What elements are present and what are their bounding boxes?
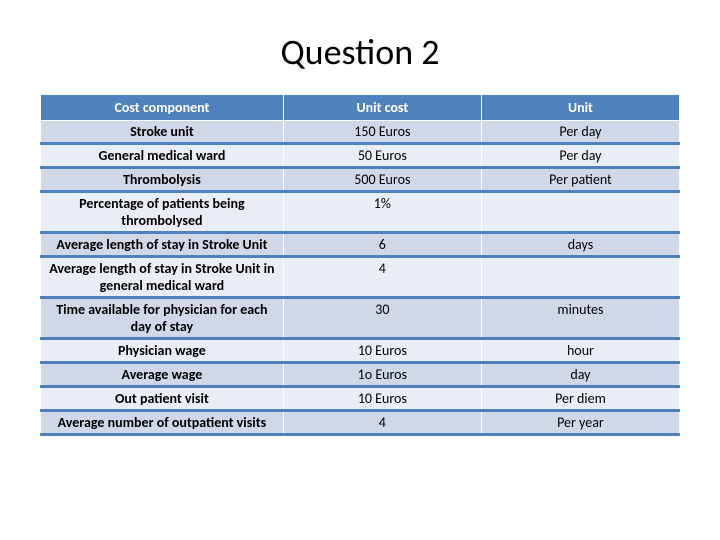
table-row: Percentage of patients being thrombolyse… — [41, 192, 680, 233]
cell-label: Thrombolysis — [41, 168, 284, 192]
cell-cost: 500 Euros — [283, 168, 481, 192]
table-row: Average length of stay in Stroke Unit 6 … — [41, 233, 680, 257]
page-title: Question 2 — [40, 30, 680, 74]
cell-cost: 10 Euros — [283, 387, 481, 411]
cell-label: Out patient visit — [41, 387, 284, 411]
table-row: Average length of stay in Stroke Unit in… — [41, 257, 680, 298]
header-unit-cost: Unit cost — [283, 95, 481, 121]
cell-unit — [481, 192, 679, 233]
cell-unit: Per patient — [481, 168, 679, 192]
cell-label: Average wage — [41, 363, 284, 387]
cell-label: Time available for physician for each da… — [41, 298, 284, 339]
cost-table: Cost component Unit cost Unit Stroke uni… — [40, 94, 680, 436]
cell-cost: 10 Euros — [283, 339, 481, 363]
table-body: Stroke unit 150 Euros Per day General me… — [41, 121, 680, 435]
cell-label: Percentage of patients being thrombolyse… — [41, 192, 284, 233]
cell-label: Stroke unit — [41, 121, 284, 144]
cell-unit: Per diem — [481, 387, 679, 411]
table-row: Out patient visit 10 Euros Per diem — [41, 387, 680, 411]
table-row: Stroke unit 150 Euros Per day — [41, 121, 680, 144]
cell-label: Average number of outpatient visits — [41, 411, 284, 435]
cell-cost: 1% — [283, 192, 481, 233]
cell-label: General medical ward — [41, 144, 284, 168]
cell-label: Physician wage — [41, 339, 284, 363]
table-row: Time available for physician for each da… — [41, 298, 680, 339]
table-row: Physician wage 10 Euros hour — [41, 339, 680, 363]
cell-unit: hour — [481, 339, 679, 363]
cell-cost: 1o Euros — [283, 363, 481, 387]
table-row: Average number of outpatient visits 4 Pe… — [41, 411, 680, 435]
table-row: General medical ward 50 Euros Per day — [41, 144, 680, 168]
cell-cost: 4 — [283, 257, 481, 298]
cell-cost: 6 — [283, 233, 481, 257]
cell-cost: 4 — [283, 411, 481, 435]
cell-cost: 50 Euros — [283, 144, 481, 168]
cell-unit: Per year — [481, 411, 679, 435]
cell-cost: 150 Euros — [283, 121, 481, 144]
cell-cost: 30 — [283, 298, 481, 339]
cell-unit: minutes — [481, 298, 679, 339]
cell-unit: Per day — [481, 144, 679, 168]
cell-unit: days — [481, 233, 679, 257]
header-cost-component: Cost component — [41, 95, 284, 121]
header-unit: Unit — [481, 95, 679, 121]
table-header-row: Cost component Unit cost Unit — [41, 95, 680, 121]
cell-unit — [481, 257, 679, 298]
cell-unit: day — [481, 363, 679, 387]
cell-label: Average length of stay in Stroke Unit in… — [41, 257, 284, 298]
cell-unit: Per day — [481, 121, 679, 144]
table-row: Thrombolysis 500 Euros Per patient — [41, 168, 680, 192]
cell-label: Average length of stay in Stroke Unit — [41, 233, 284, 257]
table-row: Average wage 1o Euros day — [41, 363, 680, 387]
